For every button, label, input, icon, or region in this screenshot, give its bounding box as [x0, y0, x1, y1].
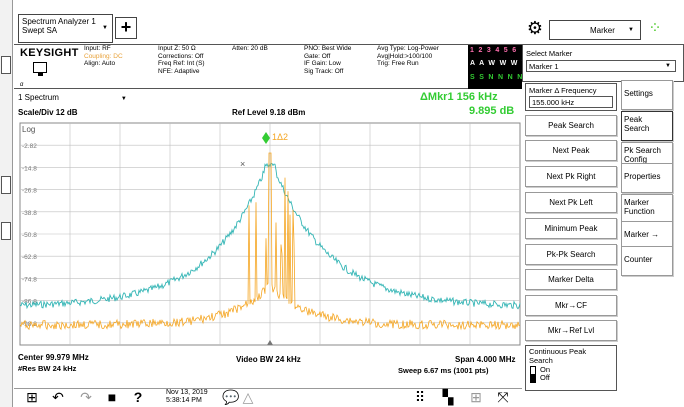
marker-delta-frequency-input[interactable]: 155.000 kHz [529, 96, 613, 108]
monitor-stand-icon [38, 73, 43, 76]
input-settings[interactable]: Input: RF Coupling: DC Align: Auto [84, 45, 123, 68]
attenuation-settings[interactable]: Atten: 20 dB [232, 45, 268, 52]
marker-delta-amplitude: 9.895 dB [469, 105, 515, 117]
tab-marker-function[interactable]: Marker Function [621, 194, 673, 224]
trace-types: A A W W W W [470, 60, 530, 67]
next-peak-right-button[interactable]: Next Pk Right [525, 166, 617, 187]
select-marker-label: Select Marker [526, 49, 573, 58]
toggle-off-label: Off [540, 373, 550, 382]
y-tick-label: -86.8 [22, 299, 37, 306]
ref-level[interactable]: Ref Level 9.18 dBm [232, 108, 306, 117]
video-bandwidth[interactable]: Video BW 24 kHz [236, 355, 301, 364]
windows-start-icon[interactable]: ⊞ [26, 389, 38, 405]
touch-icon[interactable]: ▚ [442, 389, 454, 405]
resolution-bandwidth[interactable]: #Res BW 24 kHz [18, 364, 77, 373]
help-icon[interactable]: ? [133, 389, 143, 405]
toggle-on-label: On [540, 365, 551, 374]
pno-settings[interactable]: PNO: Best Wide Gate: Off IF Gain: Low Si… [304, 45, 352, 76]
log-scale-label: Log [22, 125, 35, 134]
left-tab-3[interactable] [1, 222, 11, 240]
tab-settings[interactable]: Settings [621, 80, 673, 110]
left-tab-2[interactable] [1, 176, 11, 194]
fullscreen-icon[interactable]: ⤧ [497, 389, 509, 405]
chevron-down-icon: ▼ [120, 96, 127, 102]
trace-1-line [19, 162, 521, 310]
spectrum-plot[interactable]: Log -2.82 -14.8 -26.8 -38.8 -50.8 -62.8 -74.8 -8… [14, 119, 522, 351]
input-z-settings[interactable]: Input Z: 50 Ω Corrections: Off Freq Ref:… [158, 45, 205, 76]
clock: Nov 13, 2019 5:38:14 PM [166, 389, 208, 404]
marker-1-label: 1Δ2 [272, 132, 288, 142]
warning-icon[interactable]: △ [242, 389, 254, 405]
marker-delta-frequency: ΔMkr1 156 kHz [420, 91, 498, 103]
sweep-time[interactable]: Sweep 6.67 ms (1001 pts) [398, 366, 489, 375]
frequency-span[interactable]: Span 4.000 MHz [455, 355, 516, 364]
busy-spinner-icon: ⁘ [648, 20, 662, 37]
marker-delta-button[interactable]: Marker Delta [525, 269, 617, 290]
left-edge-strip [0, 0, 13, 407]
taskbar [14, 388, 522, 407]
marker-to-ref-level-button[interactable]: Mkr→Ref Lvl [525, 320, 617, 341]
mode-name: Spectrum Analyzer 1 [22, 17, 96, 26]
select-marker-panel: Select Marker Marker 1 ▼ [522, 44, 684, 82]
y-tick-label: -74.8 [22, 276, 37, 283]
marker-1-diamond [262, 132, 270, 144]
y-tick-label: -38.8 [22, 210, 37, 217]
monitor-icon [33, 62, 47, 73]
peak-search-button[interactable]: Peak Search [525, 115, 617, 136]
trace-2-line [19, 152, 521, 331]
center-frequency[interactable]: Center 99.979 MHz [18, 353, 89, 362]
y-tick-label: -14.8 [22, 165, 37, 172]
chevron-down-icon: ▼ [102, 25, 108, 31]
menu-dropdown-label: Marker [590, 26, 615, 35]
minimum-peak-button[interactable]: Minimum Peak [525, 218, 617, 239]
mode-selector[interactable]: Spectrum Analyzer 1 Swept SA ▼ [18, 14, 113, 43]
continuous-peak-search-toggle[interactable]: Continuous Peak Search On Off [525, 345, 617, 391]
trace-detectors: S S N N N N [470, 74, 524, 81]
settings-bar [14, 44, 522, 89]
marker-to-cf-button[interactable]: Mkr→CF [525, 295, 617, 316]
averaging-settings[interactable]: Avg Type: Log-Power Avg|Hold:>100/100 Tr… [377, 45, 439, 68]
next-peak-left-button[interactable]: Next Pk Left [525, 192, 617, 213]
trace-numbers: 1 2 3 4 5 6 [470, 47, 518, 54]
chevron-down-icon: ▼ [628, 27, 634, 33]
select-marker-dropdown[interactable]: Marker 1 ▼ [526, 60, 676, 72]
trace-indicator[interactable]: 1 2 3 4 5 6 A A W W W W S S N N N N [468, 45, 529, 89]
y-tick-label: -50.8 [22, 232, 37, 239]
window-split-icon[interactable]: ⊞ [470, 389, 482, 405]
add-screen-button[interactable]: + [115, 17, 137, 39]
tab-counter[interactable]: Counter [621, 246, 673, 276]
next-peak-button[interactable]: Next Peak [525, 140, 617, 161]
tab-properties[interactable]: Properties [621, 163, 673, 193]
measurement-name: Swept SA [22, 26, 58, 35]
undo-icon[interactable]: ↶ [52, 389, 64, 405]
reference-marker-x: × [240, 159, 245, 169]
marker-delta-frequency-label: Marker Δ Frequency [529, 86, 597, 95]
message-icon[interactable]: 💬 [222, 389, 240, 405]
file-icon[interactable]: ■ [107, 389, 117, 405]
gear-icon[interactable]: ⚙ [526, 18, 544, 38]
chevron-down-icon: ▼ [665, 63, 671, 69]
pk-pk-search-button[interactable]: Pk-Pk Search [525, 244, 617, 265]
toggle-switch[interactable] [530, 366, 536, 383]
tab-peak-search[interactable]: Peak Search [621, 111, 673, 141]
left-tab-1[interactable] [1, 56, 11, 74]
center-frequency-marker [267, 340, 273, 345]
keysight-logo: KEYSIGHT ɑ [20, 47, 79, 88]
y-tick-label: -62.8 [22, 254, 37, 261]
scale-per-div[interactable]: Scale/Div 12 dB [18, 108, 78, 117]
marker-delta-frequency-key[interactable]: Marker Δ Frequency 155.000 kHz [525, 83, 617, 111]
y-tick-label: -26.8 [22, 188, 37, 195]
layout-grid-icon[interactable]: ⠿ [414, 389, 426, 405]
y-tick-label: -2.82 [22, 143, 37, 150]
spectrum-window-tab[interactable]: 1 Spectrum ▼ [18, 93, 127, 102]
redo-icon[interactable]: ↷ [80, 389, 92, 405]
menu-dropdown[interactable]: Marker ▼ [549, 20, 641, 40]
